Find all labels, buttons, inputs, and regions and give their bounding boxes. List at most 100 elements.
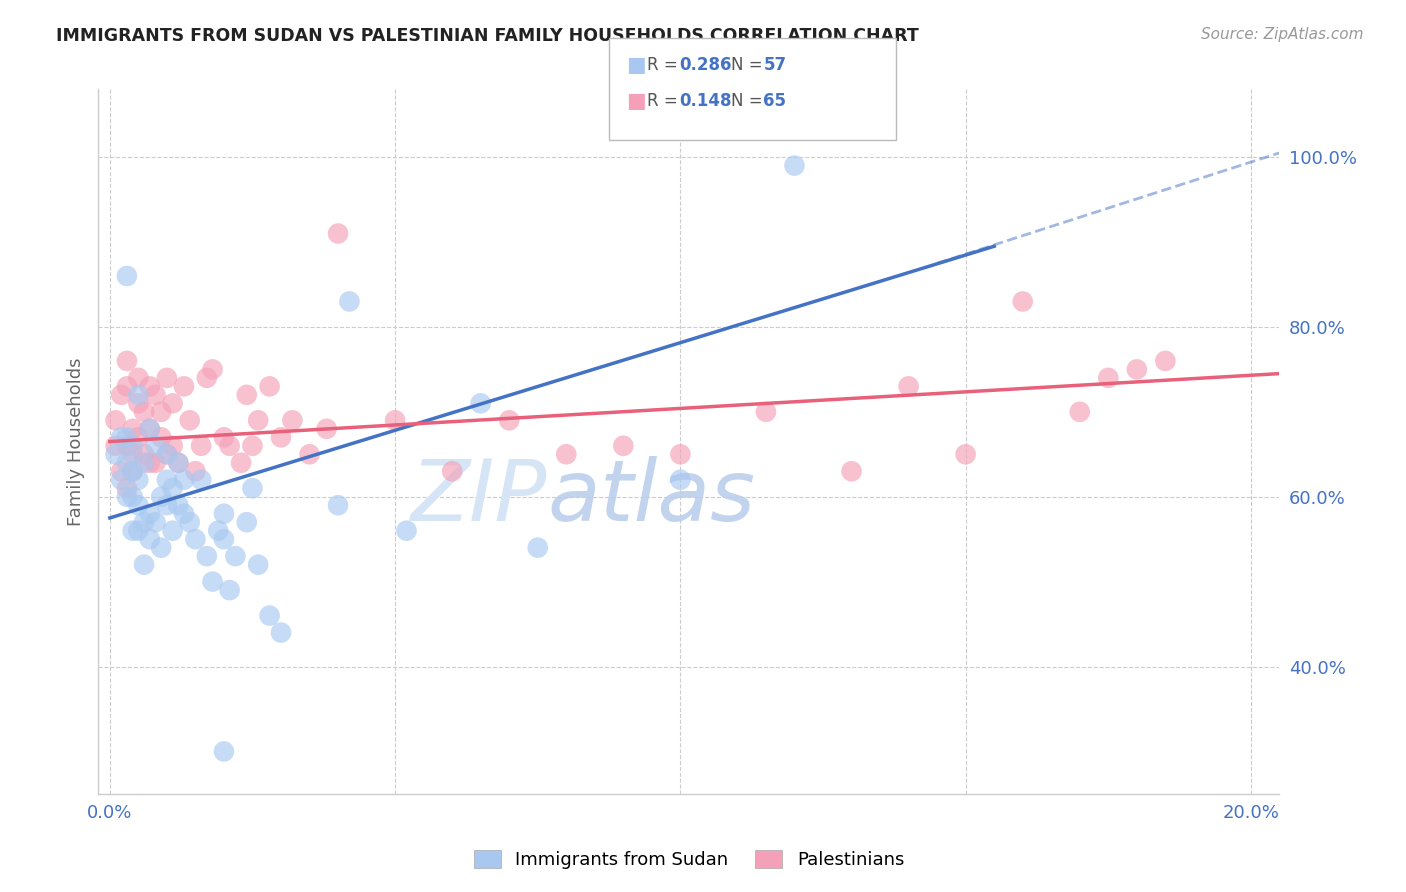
Point <box>115 430 138 444</box>
Point <box>150 405 173 419</box>
Point <box>115 379 138 393</box>
Point <box>132 515 155 529</box>
Point <box>121 439 143 453</box>
Point <box>184 532 207 546</box>
Point <box>612 439 634 453</box>
Point <box>218 439 240 453</box>
Text: ■: ■ <box>626 91 645 111</box>
Point <box>201 574 224 589</box>
Point <box>173 473 195 487</box>
Point <box>259 608 281 623</box>
Point <box>184 464 207 478</box>
Point <box>212 430 235 444</box>
Point <box>139 422 162 436</box>
Point <box>127 473 149 487</box>
Point <box>145 456 167 470</box>
Point <box>669 447 692 461</box>
Point <box>190 439 212 453</box>
Point <box>127 430 149 444</box>
Text: 57: 57 <box>763 56 786 74</box>
Point <box>247 413 270 427</box>
Point <box>236 388 259 402</box>
Point <box>127 524 149 538</box>
Point <box>173 379 195 393</box>
Point <box>190 473 212 487</box>
Point <box>121 524 143 538</box>
Point <box>110 473 132 487</box>
Point <box>384 413 406 427</box>
Point <box>162 524 184 538</box>
Point <box>498 413 520 427</box>
Point <box>315 422 337 436</box>
Point <box>156 473 179 487</box>
Point <box>229 456 252 470</box>
Point <box>150 541 173 555</box>
Point <box>1069 405 1091 419</box>
Point <box>1097 371 1119 385</box>
Point <box>121 422 143 436</box>
Point <box>139 379 162 393</box>
Point <box>173 507 195 521</box>
Point <box>339 294 361 309</box>
Point <box>121 464 143 478</box>
Point <box>207 524 229 538</box>
Point <box>783 159 806 173</box>
Text: N =: N = <box>731 92 768 110</box>
Point <box>195 371 218 385</box>
Point <box>242 481 264 495</box>
Point <box>259 379 281 393</box>
Text: ■: ■ <box>626 55 645 75</box>
Point <box>167 456 190 470</box>
Point <box>897 379 920 393</box>
Point <box>179 413 201 427</box>
Point <box>326 227 349 241</box>
Point <box>150 430 173 444</box>
Point <box>167 498 190 512</box>
Point <box>555 447 578 461</box>
Point <box>145 515 167 529</box>
Point <box>218 583 240 598</box>
Point <box>115 481 138 495</box>
Text: IMMIGRANTS FROM SUDAN VS PALESTINIAN FAMILY HOUSEHOLDS CORRELATION CHART: IMMIGRANTS FROM SUDAN VS PALESTINIAN FAM… <box>56 27 920 45</box>
Point <box>145 439 167 453</box>
Point <box>755 405 778 419</box>
Point <box>132 405 155 419</box>
Point <box>139 532 162 546</box>
Point <box>110 388 132 402</box>
Point <box>247 558 270 572</box>
Text: R =: R = <box>647 92 683 110</box>
Point <box>139 422 162 436</box>
Point <box>115 439 138 453</box>
Point <box>110 464 132 478</box>
Point <box>195 549 218 563</box>
Point <box>395 524 418 538</box>
Point <box>156 371 179 385</box>
Point <box>270 430 292 444</box>
Point <box>212 507 235 521</box>
Point <box>955 447 977 461</box>
Text: 0.286: 0.286 <box>679 56 731 74</box>
Point <box>162 439 184 453</box>
Point <box>139 507 162 521</box>
Point <box>1126 362 1149 376</box>
Point <box>156 447 179 461</box>
Point <box>669 473 692 487</box>
Point <box>132 456 155 470</box>
Point <box>212 532 235 546</box>
Point <box>127 388 149 402</box>
Text: ZIP: ZIP <box>411 457 547 540</box>
Point <box>121 464 143 478</box>
Point <box>242 439 264 453</box>
Point <box>127 371 149 385</box>
Text: atlas: atlas <box>547 457 755 540</box>
Point <box>441 464 464 478</box>
Point <box>212 744 235 758</box>
Text: N =: N = <box>731 56 768 74</box>
Text: Source: ZipAtlas.com: Source: ZipAtlas.com <box>1201 27 1364 42</box>
Point <box>127 396 149 410</box>
Point <box>470 396 492 410</box>
Point <box>104 439 127 453</box>
Point <box>150 490 173 504</box>
Point <box>139 456 162 470</box>
Point <box>1011 294 1033 309</box>
